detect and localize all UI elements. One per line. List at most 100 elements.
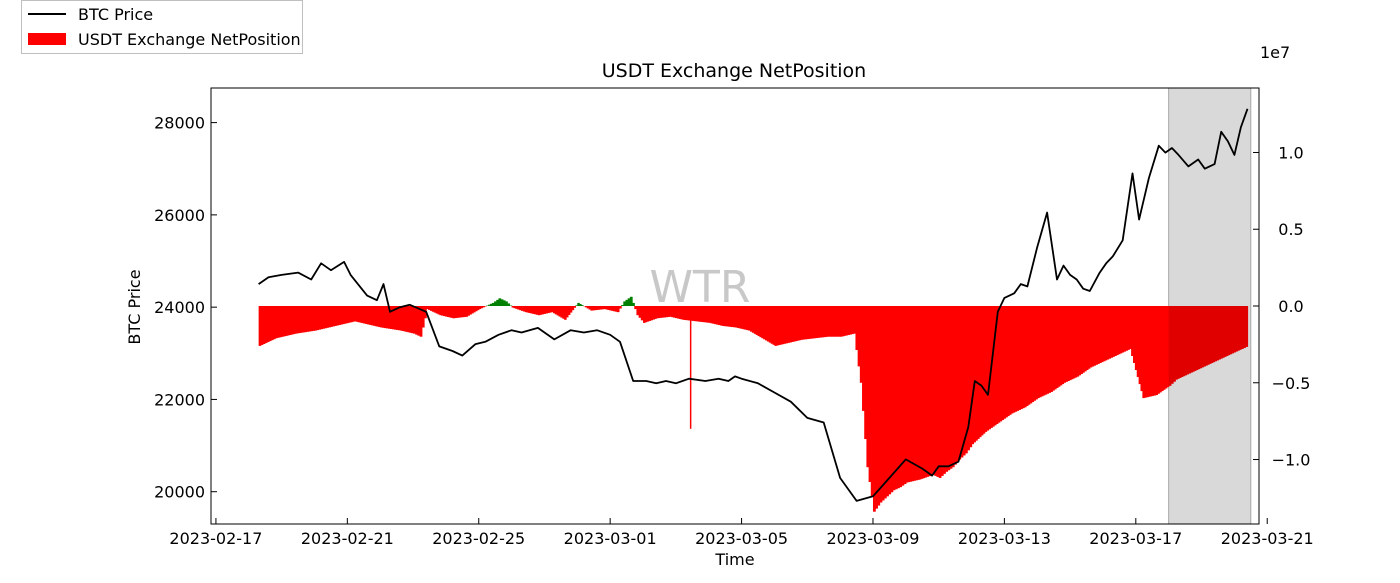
netposition-bar — [984, 306, 988, 432]
netposition-bar — [789, 306, 792, 343]
netposition-bar — [842, 306, 845, 337]
x-tick-label: 2023-03-21 — [1221, 529, 1314, 548]
netposition-bar — [441, 306, 444, 316]
netposition-bar-positive — [490, 303, 493, 306]
netposition-bar — [520, 306, 524, 311]
netposition-bar — [973, 306, 976, 443]
right-y-axis: −1.0 −0.5 0.0 0.5 1.0 — [1253, 143, 1310, 470]
netposition-bar — [917, 306, 920, 480]
netposition-bar — [798, 306, 802, 341]
netposition-bar — [928, 306, 931, 477]
netposition-bar — [429, 306, 433, 311]
netposition-bar — [590, 306, 593, 311]
netposition-bar — [727, 306, 730, 327]
netposition-bar — [718, 306, 721, 326]
netposition-bar — [1037, 306, 1040, 399]
netposition-bar-positive — [581, 305, 584, 306]
netposition-bar — [614, 306, 618, 312]
netposition-bar — [330, 306, 333, 327]
netposition-bar — [1106, 306, 1110, 360]
netposition-bar — [744, 306, 747, 330]
netposition-bar — [825, 306, 828, 337]
netposition-bar — [1091, 306, 1095, 367]
netposition-bar — [320, 306, 323, 330]
netposition-bar — [736, 306, 740, 328]
netposition-bar — [609, 306, 612, 311]
netposition-bar — [796, 306, 800, 341]
netposition-bar — [353, 306, 357, 322]
netposition-bar — [823, 306, 826, 338]
btc-price-line — [258, 108, 1249, 502]
netposition-bar — [922, 306, 926, 479]
netposition-bar — [264, 306, 268, 344]
netposition-bar — [268, 306, 272, 342]
netposition-bar — [480, 306, 484, 309]
netposition-bar — [868, 306, 872, 483]
netposition-bar — [292, 306, 296, 335]
netposition-bar — [1195, 306, 1199, 371]
netposition-bar — [1042, 306, 1046, 396]
netposition-bar — [1027, 306, 1031, 405]
netposition-bar — [804, 306, 807, 340]
netposition-bar — [357, 306, 361, 323]
netposition-bar-positive — [509, 305, 513, 306]
netposition-bar — [519, 306, 522, 311]
netposition-bar-positive — [629, 296, 633, 306]
netposition-bar — [1164, 306, 1168, 389]
netposition-bar — [304, 306, 308, 333]
netposition-bar — [721, 306, 725, 326]
netposition-bar — [351, 306, 355, 322]
netposition-bar — [791, 306, 794, 342]
netposition-bar — [899, 306, 903, 488]
netposition-bar — [663, 306, 667, 318]
netposition-bar — [1050, 306, 1053, 392]
netposition-bar — [956, 306, 959, 463]
netposition-bar — [558, 306, 562, 317]
netposition-bar — [611, 306, 614, 311]
netposition-bar — [526, 306, 530, 313]
netposition-bar — [605, 306, 608, 310]
netposition-bar — [1159, 306, 1162, 393]
netposition-positive-bars — [486, 296, 635, 306]
netposition-bar — [290, 306, 294, 335]
netposition-bar — [1148, 306, 1151, 397]
netposition-bar — [712, 306, 715, 324]
netposition-bar — [314, 306, 318, 331]
netposition-bar — [328, 306, 331, 328]
netposition-bar — [1119, 306, 1123, 354]
netposition-bar — [960, 306, 964, 458]
netposition-bar — [359, 306, 363, 323]
netposition-bar — [395, 306, 399, 330]
netposition-bar — [1012, 306, 1016, 413]
netposition-bar — [1243, 306, 1246, 348]
legend-line-swatch — [28, 13, 66, 15]
netposition-bar — [995, 306, 999, 424]
netposition-bar — [1209, 306, 1212, 364]
x-tick-label: 2023-03-01 — [564, 529, 657, 548]
netposition-bar — [834, 306, 837, 337]
netposition-bar — [980, 306, 984, 436]
netposition-bar — [986, 306, 990, 431]
watermark: WTR — [650, 262, 751, 313]
netposition-bar — [284, 306, 288, 336]
netposition-bar — [875, 306, 878, 509]
netposition-bar — [1224, 306, 1227, 357]
netposition-bar — [556, 306, 560, 316]
netposition-bar — [1184, 306, 1188, 376]
netposition-bar-positive — [498, 298, 502, 306]
netposition-bar — [661, 306, 665, 318]
netposition-bar-positive — [575, 305, 578, 306]
netposition-bar — [650, 306, 653, 321]
netposition-bar — [296, 306, 300, 334]
netposition-bar — [1010, 306, 1014, 414]
netposition-bar — [704, 306, 708, 323]
netposition-bar — [723, 306, 727, 327]
netposition-bar — [612, 306, 616, 312]
netposition-bar — [1097, 306, 1100, 364]
netposition-bar — [930, 306, 933, 476]
netposition-bar — [1056, 306, 1059, 389]
legend-label-netposition: USDT Exchange NetPosition — [78, 29, 301, 49]
netposition-bar — [838, 306, 841, 337]
netposition-bar — [1203, 306, 1206, 367]
netposition-bar — [1146, 306, 1149, 398]
